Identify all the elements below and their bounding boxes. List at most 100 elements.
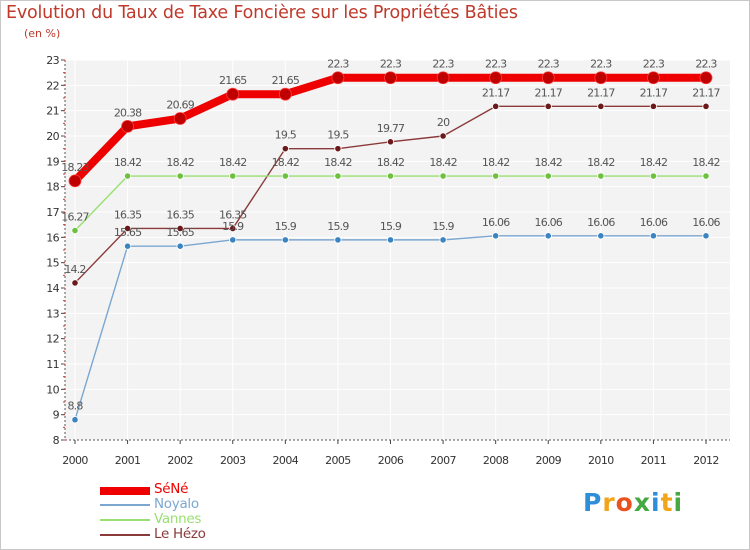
legend-swatch-vannes xyxy=(100,519,150,521)
data-label: 21.17 xyxy=(482,86,510,99)
x-tick-label: 2006 xyxy=(378,454,404,467)
data-point xyxy=(334,236,342,244)
legend-label-sene: SéNé xyxy=(154,481,189,497)
plot-area xyxy=(65,60,730,440)
data-point xyxy=(281,145,289,153)
data-label: 20.38 xyxy=(114,106,142,119)
data-label: 16.27 xyxy=(61,210,89,223)
data-label: 15.9 xyxy=(327,220,349,233)
data-label: 18.42 xyxy=(640,156,668,169)
data-label: 8.8 xyxy=(67,400,83,413)
data-label: 21.17 xyxy=(535,86,563,99)
logo-letter: o xyxy=(615,488,634,517)
y-tick-label: 19 xyxy=(46,155,59,168)
data-point xyxy=(226,87,240,101)
y-tick-label: 23 xyxy=(46,54,59,67)
data-point xyxy=(123,224,132,233)
x-tick-label: 2003 xyxy=(220,454,246,467)
data-point xyxy=(702,172,710,180)
data-point xyxy=(281,236,289,244)
x-tick-label: 2011 xyxy=(641,454,667,467)
data-label: 15.65 xyxy=(114,226,142,239)
data-point xyxy=(439,172,447,180)
data-point xyxy=(281,172,289,180)
x-tick-label: 2004 xyxy=(273,454,299,467)
data-label: 16.06 xyxy=(587,216,615,229)
data-point xyxy=(544,172,552,180)
data-label: 18.42 xyxy=(272,156,300,169)
logo-letter: x xyxy=(633,488,651,517)
data-label: 22.3 xyxy=(432,58,454,71)
data-point xyxy=(594,71,608,85)
data-point xyxy=(699,71,713,85)
data-label: 18.42 xyxy=(429,156,457,169)
data-point xyxy=(439,236,447,244)
legend-swatch-le-hezo xyxy=(100,534,150,536)
data-label: 18.42 xyxy=(219,156,247,169)
data-label: 22.3 xyxy=(485,58,507,71)
data-point xyxy=(492,102,500,110)
data-label: 22.3 xyxy=(538,58,560,71)
data-label: 21.65 xyxy=(219,74,247,87)
y-tick-label: 16 xyxy=(46,231,59,244)
y-tick-label: 14 xyxy=(46,282,59,295)
data-point xyxy=(68,174,82,188)
legend-label-noyalo: Noyalo xyxy=(154,496,199,512)
x-tick-label: 2001 xyxy=(115,454,141,467)
y-tick-label: 15 xyxy=(46,257,59,270)
data-point xyxy=(386,138,395,146)
data-point xyxy=(489,71,503,85)
data-label: 20 xyxy=(437,116,450,129)
data-point xyxy=(647,71,660,85)
data-point xyxy=(123,172,132,180)
data-point xyxy=(597,232,605,240)
data-point xyxy=(544,232,552,240)
data-label: 22.3 xyxy=(327,58,349,71)
data-point xyxy=(176,224,184,233)
logo-letter: i xyxy=(651,488,661,517)
data-label: 18.42 xyxy=(587,156,615,169)
data-label: 22.3 xyxy=(380,58,402,71)
data-label: 15.65 xyxy=(166,226,194,239)
data-point xyxy=(229,224,237,233)
data-point xyxy=(334,172,342,180)
x-tick-label: 2010 xyxy=(588,454,614,467)
data-label: 16.35 xyxy=(166,208,194,221)
data-point xyxy=(278,87,292,101)
y-tick-label: 20 xyxy=(46,130,59,143)
data-label: 19.77 xyxy=(377,122,405,135)
y-tick-label: 10 xyxy=(46,383,59,396)
data-label: 22.3 xyxy=(590,58,612,71)
data-point xyxy=(229,172,237,180)
data-point xyxy=(229,236,237,244)
data-label: 21.17 xyxy=(587,86,615,99)
data-point xyxy=(597,172,605,180)
data-label: 16.35 xyxy=(219,208,247,221)
data-point xyxy=(492,172,500,180)
y-tick-label: 8 xyxy=(53,434,60,447)
data-point xyxy=(649,102,658,110)
data-label: 18.42 xyxy=(324,156,352,169)
data-point xyxy=(702,102,710,110)
y-tick-label: 22 xyxy=(46,79,59,92)
legend-swatch-noyalo xyxy=(100,504,150,506)
data-label: 16.06 xyxy=(640,216,668,229)
data-label: 18.42 xyxy=(377,156,405,169)
data-point xyxy=(331,71,345,85)
data-point xyxy=(597,102,605,110)
data-label: 18.42 xyxy=(114,156,142,169)
data-label: 15.9 xyxy=(432,220,454,233)
data-label: 18.23 xyxy=(61,161,89,174)
line-chart: 8 9 10 11 12 13 14 15 16 17 18 19 20 21 22 23 2000 2001 20… xyxy=(46,54,730,467)
y-tick-label: 17 xyxy=(46,206,59,219)
data-point xyxy=(173,112,187,125)
y-tick-label: 21 xyxy=(46,105,59,118)
data-point xyxy=(121,119,134,133)
chart-title: Evolution du Taux de Taxe Foncière sur l… xyxy=(6,3,518,23)
data-label: 14.2 xyxy=(64,263,85,276)
data-point xyxy=(386,236,395,244)
x-tick-label: 2007 xyxy=(430,454,456,467)
y-tick-label: 12 xyxy=(46,333,59,346)
x-tick-label: 2002 xyxy=(167,454,193,467)
data-label: 16.06 xyxy=(535,216,563,229)
